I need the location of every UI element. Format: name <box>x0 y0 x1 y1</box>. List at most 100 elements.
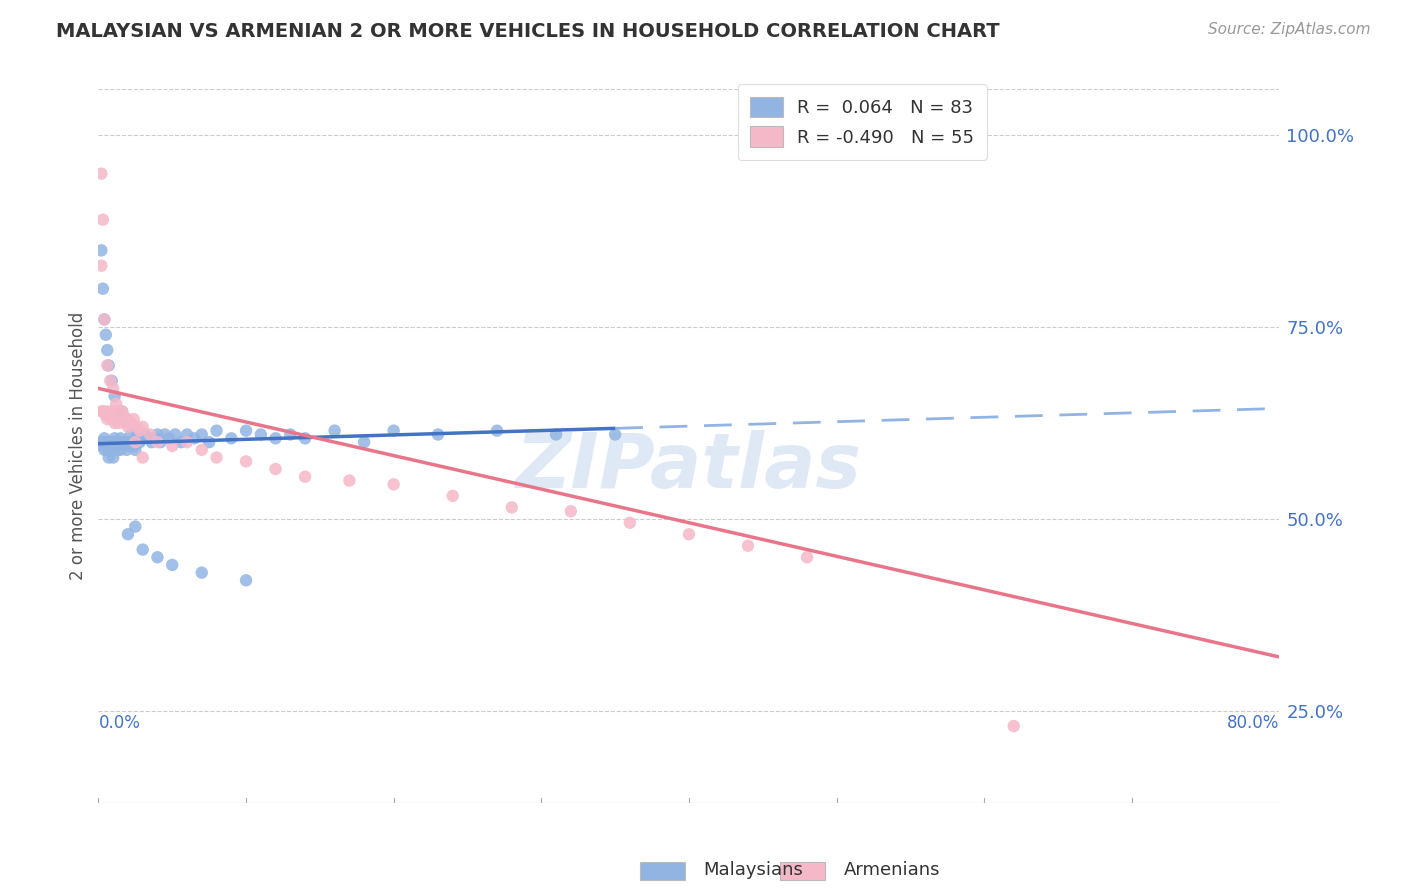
Point <box>93 312 115 326</box>
Point <box>121 435 143 450</box>
Point <box>546 427 568 442</box>
Point <box>91 439 114 453</box>
Point <box>149 435 172 450</box>
Point <box>146 550 169 565</box>
Point <box>100 412 122 426</box>
Point <box>98 435 121 450</box>
Point <box>605 427 627 442</box>
Point <box>103 450 125 465</box>
Point <box>94 327 117 342</box>
Point <box>122 412 145 426</box>
Point <box>339 474 361 488</box>
Point <box>162 558 183 572</box>
Point <box>264 431 287 445</box>
Point <box>98 409 121 423</box>
Point <box>114 412 136 426</box>
Point <box>104 416 127 430</box>
Point <box>205 424 228 438</box>
Point <box>153 427 176 442</box>
Point <box>111 435 134 450</box>
Text: Malaysians: Malaysians <box>703 861 803 879</box>
Point <box>132 542 155 557</box>
Point <box>91 404 114 418</box>
Point <box>560 504 582 518</box>
Point <box>96 343 118 357</box>
Point <box>678 527 700 541</box>
Point <box>96 412 118 426</box>
Point <box>124 435 146 450</box>
Point <box>110 404 132 418</box>
Point <box>170 435 193 450</box>
Point <box>294 431 316 445</box>
Text: 80.0%: 80.0% <box>1227 714 1279 731</box>
Point <box>94 435 117 450</box>
Point <box>105 435 128 450</box>
Point <box>1002 719 1025 733</box>
Point <box>198 435 221 450</box>
Point <box>146 427 169 442</box>
Point <box>90 435 112 450</box>
Point <box>382 424 405 438</box>
Point <box>183 431 205 445</box>
Point <box>105 397 128 411</box>
Point <box>97 435 120 450</box>
Point <box>796 550 818 565</box>
Point <box>115 416 138 430</box>
Point <box>110 431 132 445</box>
Point <box>110 412 132 426</box>
Text: 0.0%: 0.0% <box>98 714 141 731</box>
Point <box>97 404 120 418</box>
Point <box>141 435 163 450</box>
Point <box>96 359 118 373</box>
Point <box>280 427 302 442</box>
Point <box>107 404 129 418</box>
Point <box>100 439 122 453</box>
Point <box>108 435 131 450</box>
Point <box>235 454 257 468</box>
Point <box>120 416 142 430</box>
Point <box>94 439 117 453</box>
Point <box>104 389 127 403</box>
Text: Armenians: Armenians <box>844 861 941 879</box>
Point <box>117 527 139 541</box>
Point <box>132 419 155 434</box>
Point <box>176 427 198 442</box>
Point <box>90 404 112 418</box>
Point <box>128 435 150 450</box>
Point <box>619 516 641 530</box>
Point <box>250 427 273 442</box>
Point <box>132 450 155 465</box>
Point <box>115 442 138 457</box>
Point <box>323 424 346 438</box>
Point <box>191 442 214 457</box>
Point <box>93 404 115 418</box>
Point <box>96 435 118 450</box>
Point <box>114 435 136 450</box>
Point <box>96 442 118 457</box>
Point <box>441 489 464 503</box>
Point <box>124 442 146 457</box>
Point <box>176 435 198 450</box>
Point <box>191 566 214 580</box>
Point <box>90 244 112 258</box>
Point <box>124 519 146 533</box>
Text: MALAYSIAN VS ARMENIAN 2 OR MORE VEHICLES IN HOUSEHOLD CORRELATION CHART: MALAYSIAN VS ARMENIAN 2 OR MORE VEHICLES… <box>56 22 1000 41</box>
Point <box>107 439 129 453</box>
Point <box>90 259 112 273</box>
Point <box>112 439 135 453</box>
Point <box>125 419 148 434</box>
Point <box>111 404 134 418</box>
Point <box>94 409 117 423</box>
Point <box>125 431 148 445</box>
Point <box>146 435 169 450</box>
Point <box>93 431 115 445</box>
Point <box>117 439 139 453</box>
Point <box>112 409 135 423</box>
Point <box>157 431 180 445</box>
Point <box>93 442 115 457</box>
Point <box>105 412 128 426</box>
Point <box>120 427 142 442</box>
Point <box>98 442 121 457</box>
Point <box>91 212 114 227</box>
Point <box>100 374 122 388</box>
